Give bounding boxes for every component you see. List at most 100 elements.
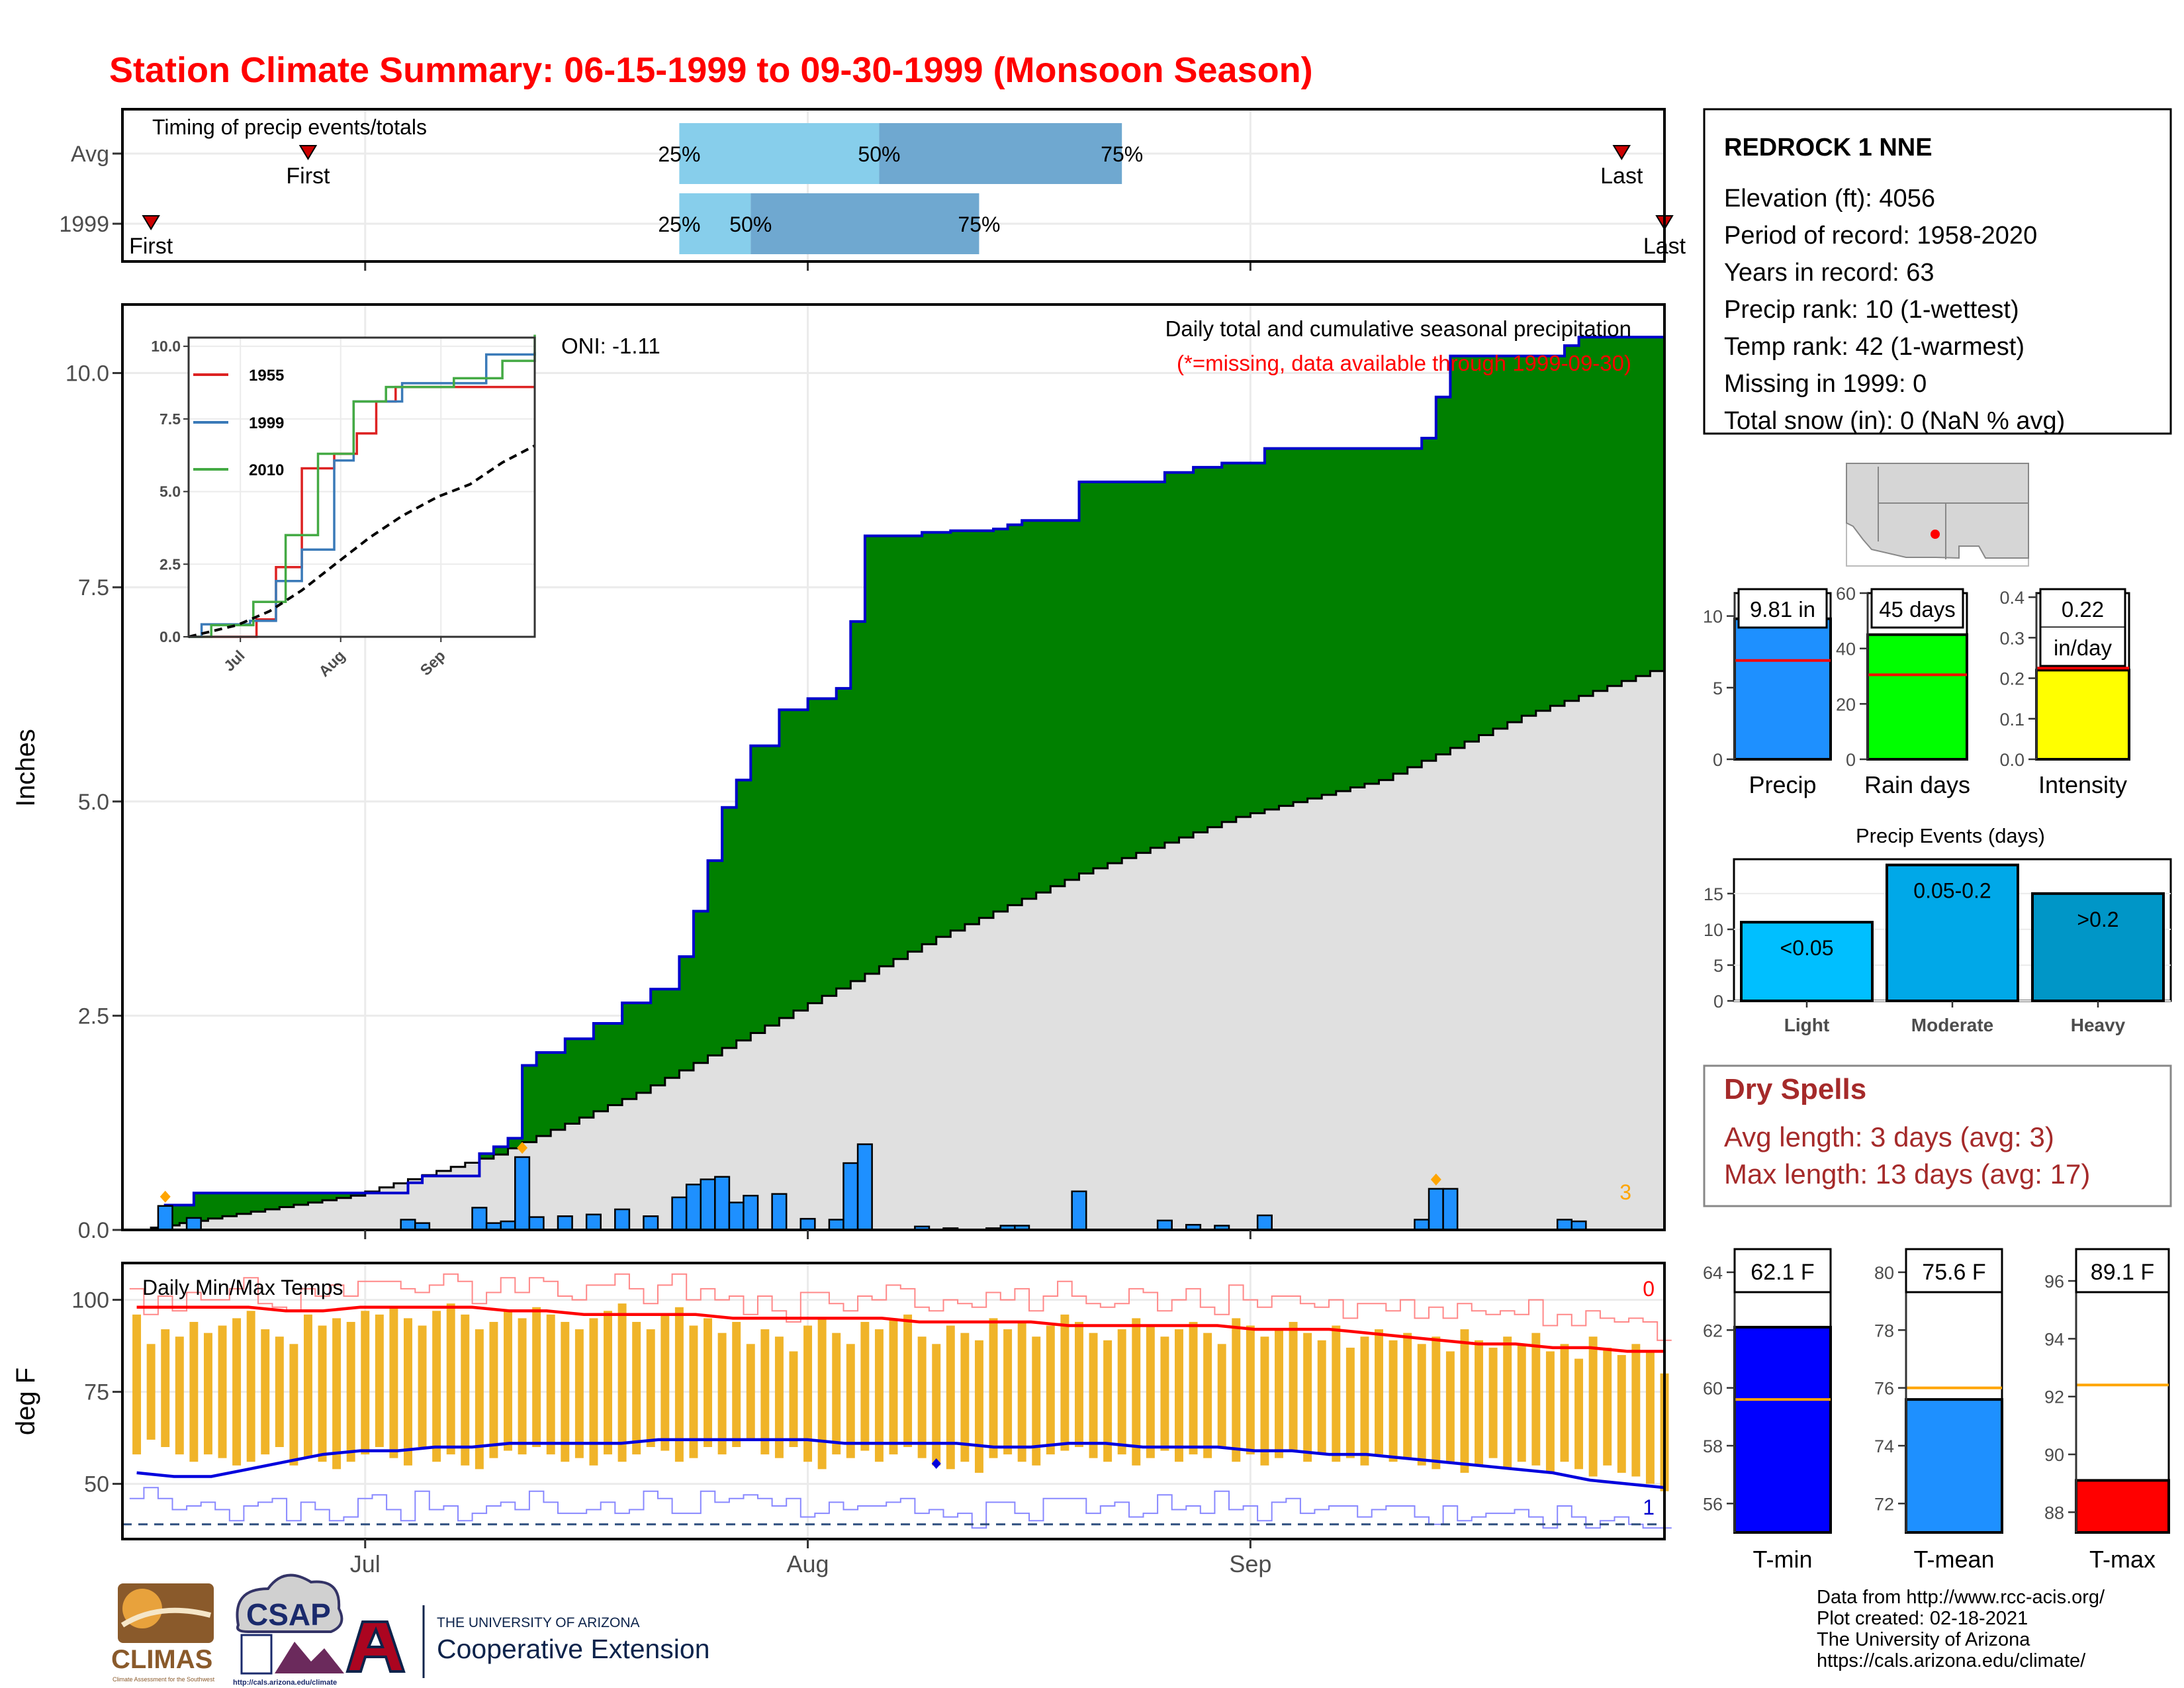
precip-gauge-tick-label-1-0: 0 [1846, 750, 1856, 770]
inset-legend-label-1955: 1955 [249, 367, 284, 385]
daily-temp-bar [617, 1303, 627, 1462]
daily-temp-bar [860, 1321, 870, 1451]
last-event-marker-icon-0 [1612, 145, 1631, 160]
inset-y-tick-label-0: 0.0 [159, 628, 181, 645]
daily-temp-bar [375, 1314, 384, 1447]
temp-gauge-tick-label-1-0: 72 [1874, 1494, 1894, 1514]
first-event-marker-icon-1 [142, 215, 160, 230]
daily-precip-bar [614, 1208, 631, 1231]
precip-gauge-value-2: 0.22 [2062, 597, 2104, 622]
daily-precip-bar [856, 1143, 873, 1231]
daily-precip-bar [1414, 1219, 1430, 1231]
temp-gauge-tick-label-1-3: 78 [1874, 1321, 1894, 1340]
daily-temp-bar [1232, 1318, 1241, 1462]
precip-events-chart: Precip Events (days) 0 5 10 15 <0.05 Light 0.05… [1704, 824, 2172, 1035]
avg-tmin-line [136, 1438, 1665, 1489]
x-axis-month-label-0: Jul [350, 1550, 381, 1577]
precip-events-bar-label-2: >0.2 [2077, 908, 2118, 931]
daily-temp-bar [1503, 1336, 1512, 1470]
temp-corner-top: 0 [1643, 1277, 1655, 1301]
timing-q25-50-bar-1 [679, 193, 751, 254]
daily-temp-bar [561, 1321, 570, 1462]
precip-gauge-value-unit-2: in/day [2054, 635, 2113, 660]
daily-temp-bar [303, 1314, 312, 1458]
main-corner-count: 3 [1619, 1180, 1631, 1204]
daily-temp-bar [218, 1325, 227, 1458]
timing-q50-75-bar-1 [751, 193, 979, 254]
temp-gauge-value-box-2 [2075, 1248, 2170, 1293]
daily-precip-bar [799, 1217, 816, 1231]
main-subtitle: Daily total and cumulative seasonal prec… [1165, 316, 1631, 341]
daily-temp-bar [674, 1307, 684, 1462]
dry-spells-max: Max length: 13 days (avg: 17) [1724, 1158, 2090, 1190]
inset-y-tick-label-3: 7.5 [159, 410, 181, 428]
precip-events-category-0: Light [1784, 1015, 1829, 1035]
inset-series-line-2010 [189, 334, 536, 638]
daily-temp-bar [1203, 1333, 1212, 1458]
precip-event-marker-icon [159, 1190, 171, 1203]
daily-temp-bar [461, 1314, 470, 1466]
daily-precip-bar [471, 1207, 488, 1231]
figure-title: Station Climate Summary: 06-15-1999 to 0… [109, 50, 1313, 90]
daily-temp-bar [1475, 1340, 1484, 1466]
daily-temp-bar [704, 1318, 713, 1447]
station-location-dot [1931, 530, 1940, 539]
precip-events-bar-light [1740, 921, 1874, 1002]
temp-gauge-bar-t-min [1733, 1325, 1832, 1534]
daily-temp-bar [1345, 1347, 1355, 1458]
timing-q25-50-bar-0 [679, 123, 880, 184]
daily-temp-bar [604, 1311, 612, 1455]
daily-temp-bar [203, 1333, 212, 1455]
location-map [1846, 463, 2029, 567]
precip-gauge-bar-rain-days [1866, 633, 1968, 761]
daily-temp-bar [1631, 1344, 1641, 1477]
daily-precip-bar [528, 1216, 545, 1231]
daily-temp-bar [361, 1311, 370, 1455]
daily-temp-bar [903, 1314, 913, 1447]
main-y-tick-label-2: 5.0 [78, 790, 109, 815]
daily-temp-bar [189, 1321, 199, 1462]
daily-precip-bar [643, 1215, 659, 1231]
station-elevation: Elevation (ft): 4056 [1724, 185, 1935, 212]
daily-temp-bar [1388, 1340, 1398, 1462]
temp-gauge-tick-label-0-0: 56 [1703, 1494, 1723, 1514]
temp-gauge-label-1: T-mean [1913, 1546, 1994, 1573]
daily-temp-bar [332, 1318, 341, 1470]
precip-gauge-tick-label-2-4: 0.4 [1999, 588, 2025, 608]
daily-temp-bar [1531, 1333, 1541, 1466]
precip-gauge-bar-precip [1733, 617, 1832, 761]
daily-temp-bar [1417, 1344, 1426, 1466]
daily-temp-bar [132, 1314, 142, 1455]
temp-gauge-tick-label-1-1: 74 [1874, 1436, 1894, 1456]
station-temp-rank: Temp rank: 42 (1-warmest) [1724, 333, 2025, 361]
dry-spells-avg: Avg length: 3 days (avg: 3) [1724, 1121, 2054, 1152]
daily-temp-bar [1332, 1325, 1341, 1462]
daily-temp-bar [774, 1336, 784, 1458]
daily-temp-bar [475, 1329, 484, 1470]
avg-tmax-line [136, 1305, 1664, 1353]
temp-corner-bottom: 1 [1643, 1495, 1655, 1519]
temp-gauge-tick-label-2-1: 90 [2044, 1445, 2064, 1465]
precip-gauge-tick-label-2-2: 0.2 [1999, 669, 2025, 689]
daily-temp-bar [1645, 1351, 1655, 1484]
daily-precip-bar [400, 1219, 416, 1231]
daily-temp-bar [789, 1351, 798, 1447]
temp-gauge-tick-label-2-4: 96 [2044, 1272, 2064, 1291]
temp-gauge-tick-label-2-0: 88 [2044, 1503, 2064, 1523]
daily-temp-bar [1089, 1333, 1098, 1458]
first-event-label-1: First [129, 234, 173, 259]
arizona-a-icon [345, 1620, 406, 1673]
climas-logo: CLIMAS Climate Assessment for the Southw… [111, 1583, 215, 1683]
daily-temp-bar [1588, 1336, 1598, 1477]
station-box-frame [1703, 108, 2172, 435]
precip-events-category-1: Moderate [1911, 1015, 1993, 1035]
daily-temp-bar [504, 1311, 512, 1451]
temp-gauge-tick-label-0-1: 58 [1703, 1436, 1723, 1456]
credit-plot-created: Plot created: 02-18-2021 [1817, 1608, 2028, 1629]
daily-temp-bar [432, 1311, 441, 1462]
daily-temp-bar [146, 1344, 156, 1440]
precip-gauge-value-box-2 [2039, 588, 2126, 629]
temp-gauge-label-0: T-min [1753, 1546, 1813, 1573]
